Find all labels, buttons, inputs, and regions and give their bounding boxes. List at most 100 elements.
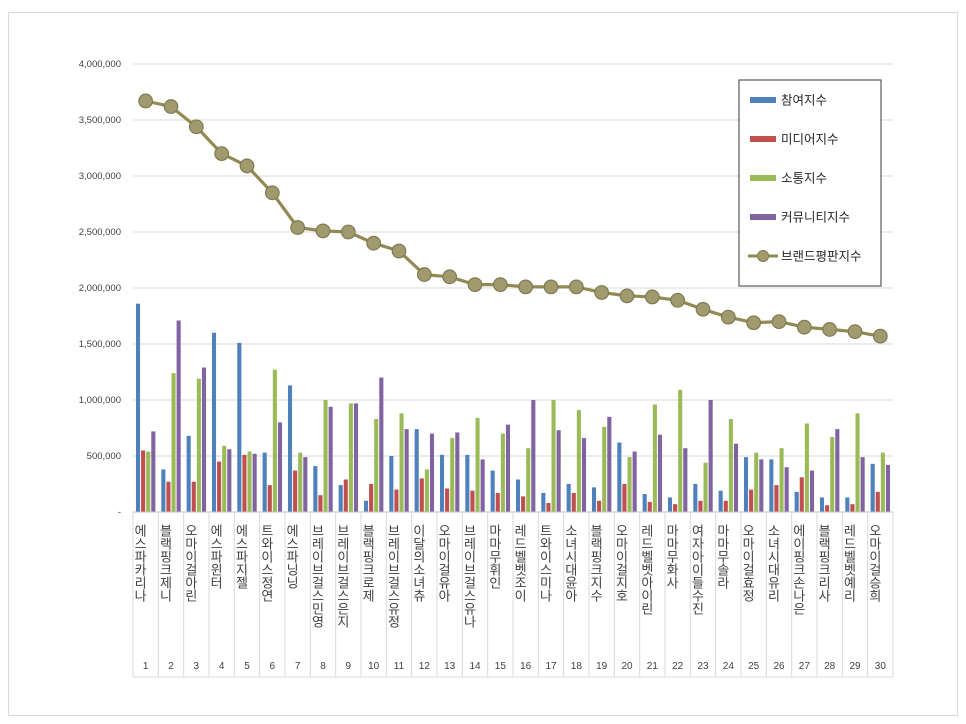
bar <box>657 434 663 512</box>
category-label: 오마이걸유아 <box>435 524 450 602</box>
bar <box>673 504 678 512</box>
bar <box>703 462 708 512</box>
bar <box>277 422 283 512</box>
category-label: 브레이브걸스민영 <box>309 524 324 628</box>
bar <box>617 442 622 512</box>
bar <box>809 470 815 512</box>
rank-label: 9 <box>346 661 352 672</box>
category-label: 이달의소녀츄 <box>410 524 425 602</box>
rank-label: 7 <box>295 661 301 672</box>
category-label: 레드벨벳아이린 <box>638 524 653 615</box>
rank-label: 17 <box>545 661 557 672</box>
bar <box>845 497 850 512</box>
bar <box>769 459 774 512</box>
line-point <box>568 279 584 295</box>
y-tick-label: 4,000,000 <box>79 59 121 70</box>
rank-label: 27 <box>799 661 811 672</box>
bar <box>450 438 455 512</box>
line-point <box>543 279 559 295</box>
gridlines <box>133 63 893 457</box>
line-point <box>442 269 458 285</box>
category-label: 브레이브걸스은지 <box>334 524 349 628</box>
rank-label: 16 <box>520 661 532 672</box>
category-label: 오마이걸아린 <box>182 524 197 602</box>
bar <box>369 484 374 512</box>
line-point <box>138 93 154 109</box>
bar <box>455 432 460 512</box>
bar <box>318 495 323 512</box>
bar <box>835 429 840 512</box>
bar <box>667 497 673 512</box>
bar <box>850 504 855 512</box>
y-tick-label: 3,000,000 <box>79 171 121 182</box>
bar <box>237 342 242 512</box>
bar <box>566 484 571 512</box>
bar <box>825 505 830 512</box>
bar <box>500 433 505 512</box>
rank-label: 1 <box>143 661 149 672</box>
rank-label: 24 <box>723 661 735 672</box>
legend-label: 브랜드평판지수 <box>781 249 862 264</box>
category-label: 에스파카리나 <box>131 524 146 602</box>
legend-label: 참여지수 <box>781 93 827 108</box>
legend-label: 미디어지수 <box>781 132 839 147</box>
bar <box>698 500 703 512</box>
bar <box>343 479 348 512</box>
bar <box>870 463 875 512</box>
rank-label: 30 <box>875 661 887 672</box>
bar <box>571 492 576 512</box>
y-tick-label: 2,000,000 <box>79 283 121 294</box>
bar <box>135 303 141 512</box>
line-point <box>239 158 255 174</box>
bar <box>515 479 521 512</box>
legend-swatch <box>750 214 776 220</box>
rank-label: 19 <box>596 661 608 672</box>
bar <box>389 456 394 512</box>
bar <box>196 378 201 512</box>
line-point <box>264 185 280 201</box>
rank-label: 14 <box>469 661 481 672</box>
rank-label: 13 <box>444 661 456 672</box>
rank-label: 23 <box>697 661 709 672</box>
bar <box>313 466 318 512</box>
rank-label: 12 <box>419 661 431 672</box>
line-point <box>771 314 787 330</box>
bar <box>855 413 860 512</box>
bar <box>490 470 495 512</box>
y-tick-label: 500,000 <box>87 451 121 462</box>
rank-label: 15 <box>495 661 507 672</box>
category-label: 에스파닝닝 <box>283 524 298 589</box>
bar <box>171 373 176 512</box>
rank-label: 5 <box>244 661 250 672</box>
category-label: 오마이걸효정 <box>739 524 754 602</box>
rank-label: 25 <box>748 661 760 672</box>
line-point <box>746 315 762 331</box>
bar <box>191 481 196 512</box>
bar <box>581 438 587 512</box>
bar <box>652 404 657 512</box>
bar <box>546 503 551 512</box>
bar <box>222 445 227 512</box>
bar <box>262 452 267 512</box>
y-tick-label: 1,000,000 <box>79 395 121 406</box>
bar <box>754 452 759 512</box>
bar <box>632 451 637 512</box>
bar <box>551 400 556 512</box>
bar <box>875 491 880 512</box>
bar <box>439 454 445 512</box>
line-point <box>720 309 736 325</box>
bar <box>186 435 191 512</box>
legend-swatch <box>750 175 776 181</box>
rank-label: 28 <box>824 661 836 672</box>
bar <box>394 489 399 512</box>
bar <box>419 478 424 512</box>
line-point <box>847 324 863 340</box>
bar <box>404 429 409 512</box>
bar <box>379 377 384 512</box>
bar <box>521 496 526 512</box>
bar <box>475 417 480 512</box>
category-label: 오마이걸승희 <box>866 524 881 602</box>
bars <box>135 303 891 512</box>
bar <box>141 450 146 512</box>
